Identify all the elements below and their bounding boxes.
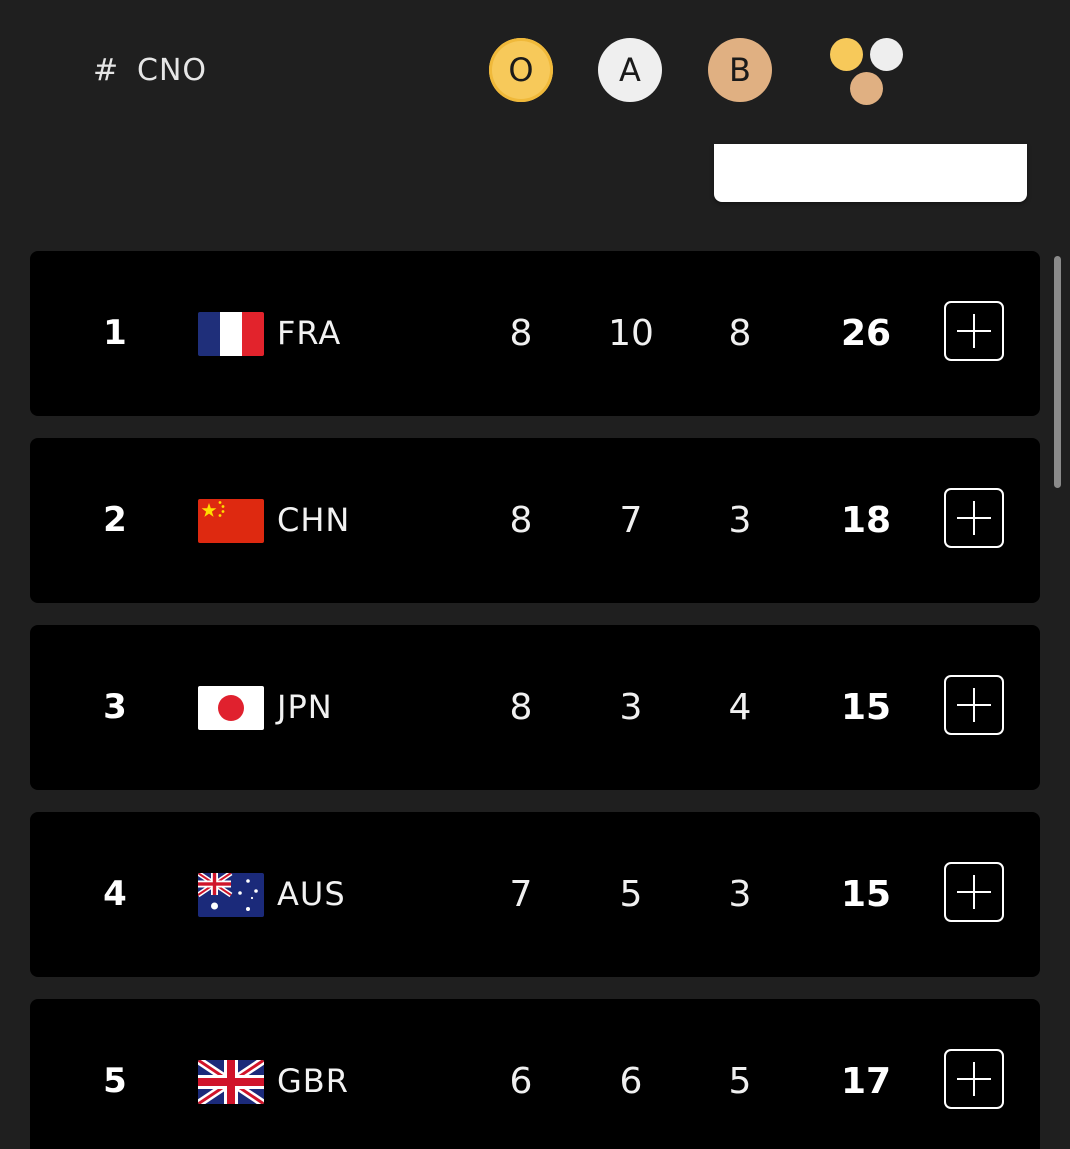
table-row: 2 CHN 8 7 3 18	[30, 438, 1040, 603]
silver-count: 6	[619, 1061, 643, 1102]
total-count: 15	[840, 874, 892, 915]
france-flag-icon	[198, 312, 264, 356]
silver-count: 7	[619, 500, 643, 541]
gold-count: 6	[509, 1061, 533, 1102]
rank-column-header: #	[93, 53, 119, 88]
rank-value: 1	[103, 313, 127, 353]
gold-count: 7	[509, 874, 533, 915]
gold-medal-column-header[interactable]: O	[489, 38, 553, 102]
rank-value: 5	[103, 1061, 127, 1101]
gold-count: 8	[509, 313, 533, 354]
medals-total-icon[interactable]	[830, 36, 906, 106]
expand-row-button[interactable]	[944, 675, 1004, 735]
silver-medal-column-header[interactable]: A	[598, 38, 662, 102]
bronze-count: 8	[728, 313, 752, 354]
gold-count: 8	[509, 687, 533, 728]
bronze-count: 4	[728, 687, 752, 728]
total-gold-dot-icon	[830, 38, 863, 71]
gold-count: 8	[509, 500, 533, 541]
country-column-header[interactable]: CNO	[137, 53, 208, 88]
table-row: 4	[30, 812, 1040, 977]
silver-count: 10	[608, 313, 654, 354]
country-code: JPN	[277, 688, 333, 726]
country-code: GBR	[277, 1062, 349, 1100]
bronze-medal-label: B	[729, 51, 751, 89]
australia-flag-icon	[198, 873, 264, 917]
total-count: 18	[840, 500, 892, 541]
country-code: FRA	[277, 314, 342, 352]
total-bronze-dot-icon	[850, 72, 883, 105]
bronze-count: 3	[728, 500, 752, 541]
table-header: # CNO O A B	[0, 0, 1070, 140]
silver-count: 3	[619, 687, 643, 728]
total-count: 26	[840, 313, 892, 354]
silver-count: 5	[619, 874, 643, 915]
total-silver-dot-icon	[870, 38, 903, 71]
sort-indicator-tab	[714, 144, 1027, 202]
expand-row-button[interactable]	[944, 862, 1004, 922]
vertical-scrollbar[interactable]	[1054, 256, 1061, 488]
total-count: 15	[840, 687, 892, 728]
gold-medal-label: O	[508, 51, 534, 89]
table-row: 1 FRA 8 10 8 26	[30, 251, 1040, 416]
silver-medal-label: A	[619, 51, 641, 89]
country-code: AUS	[277, 875, 346, 913]
expand-row-button[interactable]	[944, 1049, 1004, 1109]
rank-value: 2	[103, 500, 127, 540]
japan-flag-icon	[198, 686, 264, 730]
bronze-count: 5	[728, 1061, 752, 1102]
bronze-count: 3	[728, 874, 752, 915]
rank-value: 4	[103, 874, 127, 914]
china-flag-icon	[198, 499, 264, 543]
uk-flag-icon	[198, 1060, 264, 1104]
expand-row-button[interactable]	[944, 488, 1004, 548]
total-count: 17	[840, 1061, 892, 1102]
country-code: CHN	[277, 501, 351, 539]
expand-row-button[interactable]	[944, 301, 1004, 361]
bronze-medal-column-header[interactable]: B	[708, 38, 772, 102]
table-row: 3 JPN 8 3 4 15	[30, 625, 1040, 790]
table-row: 5 GBR 6 6 5 17	[30, 999, 1040, 1149]
rank-value: 3	[103, 687, 127, 727]
